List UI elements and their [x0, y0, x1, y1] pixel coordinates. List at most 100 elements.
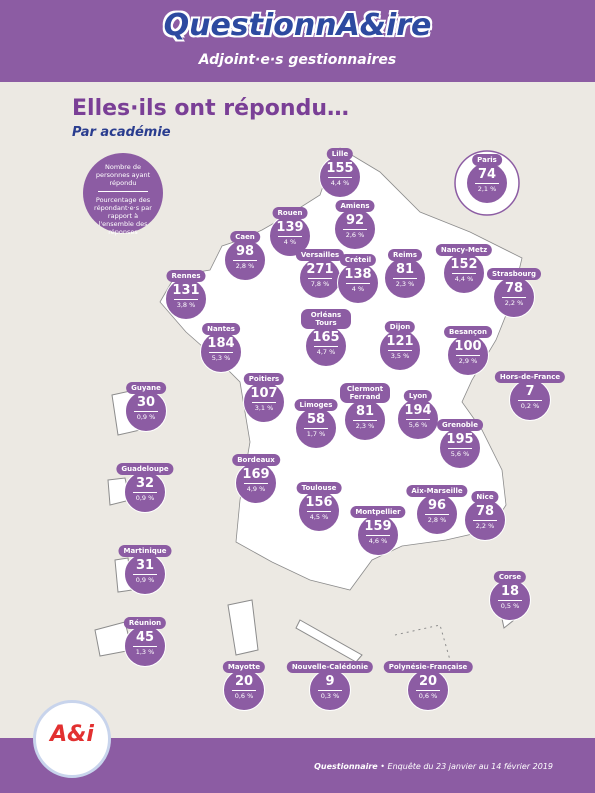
- separator: [353, 420, 377, 421]
- bubble: 45 1,3 %: [124, 625, 166, 667]
- share: 0,5 %: [500, 602, 520, 610]
- count: 30: [136, 395, 156, 410]
- separator: [328, 177, 352, 178]
- separator: [406, 419, 430, 420]
- academy-label: Guadeloupe: [116, 463, 174, 475]
- count: 131: [172, 283, 200, 298]
- separator: [244, 483, 268, 484]
- separator: [314, 346, 338, 347]
- count: 121: [386, 334, 414, 349]
- bubble: 165 4,7 %: [305, 325, 347, 367]
- count: 81: [355, 404, 375, 419]
- share: 7,8 %: [310, 280, 330, 288]
- count: 58: [306, 412, 326, 427]
- count: 194: [404, 403, 432, 418]
- academy-label: Clermont Ferrand: [340, 383, 390, 403]
- bubble: 100 2,9 %: [447, 334, 489, 376]
- count: 152: [450, 257, 478, 272]
- bubble: 78 2,2 %: [493, 276, 535, 318]
- bubble: 98 2,8 %: [224, 239, 266, 281]
- bubble: 20 0,6 %: [407, 669, 449, 711]
- share: 5,3 %: [211, 354, 231, 362]
- bubble: 169 4,9 %: [235, 462, 277, 504]
- share: 4,5 %: [309, 513, 329, 521]
- separator: [174, 299, 198, 300]
- academy-label: Rennes: [166, 270, 206, 282]
- separator: [366, 535, 390, 536]
- separator: [252, 402, 276, 403]
- count: 45: [135, 630, 155, 645]
- share: 4,6 %: [368, 537, 388, 545]
- logo: QuestionnA&ire: [163, 8, 432, 43]
- count: 107: [250, 386, 278, 401]
- separator: [473, 520, 497, 521]
- bubble: 78 2,2 %: [464, 499, 506, 541]
- nouvelle-caledonie: [295, 619, 363, 663]
- academy-label: Martinique: [118, 545, 172, 557]
- count: 74: [477, 167, 497, 182]
- academy-label: Grenoble: [437, 419, 483, 431]
- footer-source: Questionnaire: [314, 762, 378, 771]
- count: 31: [135, 558, 155, 573]
- separator: [318, 690, 342, 691]
- share: 5,6 %: [408, 421, 428, 429]
- bubble: 271 7,8 %: [299, 257, 341, 299]
- count: 81: [395, 262, 415, 277]
- academy-label: Mayotte: [222, 661, 266, 673]
- count: 20: [418, 674, 438, 689]
- share: 5,6 %: [450, 450, 470, 458]
- share: 2,1 %: [477, 185, 497, 193]
- bubble: 184 5,3 %: [200, 331, 242, 373]
- separator: [393, 278, 417, 279]
- separator: [343, 229, 367, 230]
- separator: [388, 350, 412, 351]
- share: 1,3 %: [135, 648, 155, 656]
- academy-label: Lyon: [403, 390, 433, 402]
- share: 2,8 %: [235, 262, 255, 270]
- separator: [498, 600, 522, 601]
- share: 4 %: [283, 238, 297, 246]
- share: 4,4 %: [330, 179, 350, 187]
- separator: [502, 297, 526, 298]
- count: 159: [364, 519, 392, 534]
- bubble: 131 3,8 %: [165, 278, 207, 320]
- academy-label: Strasbourg: [487, 268, 541, 280]
- bubble: 58 1,7 %: [295, 407, 337, 449]
- academy-label: Poitiers: [243, 373, 285, 385]
- mayotte: [227, 599, 259, 656]
- separator: [304, 428, 328, 429]
- academy-label: Nancy-Metz: [435, 244, 493, 256]
- count: 165: [312, 330, 340, 345]
- count: 138: [344, 267, 372, 282]
- share: 2,6 %: [345, 231, 365, 239]
- title: Elles·ils ont répondu…: [72, 96, 349, 121]
- count: 184: [207, 336, 235, 351]
- bubble: 107 3,1 %: [243, 381, 285, 423]
- share: 1,7 %: [306, 430, 326, 438]
- separator: [133, 492, 157, 493]
- academy-label: Limoges: [294, 399, 338, 411]
- academy-label: Versailles: [295, 249, 345, 261]
- share: 4,7 %: [316, 348, 336, 356]
- share: 0,3 %: [320, 692, 340, 700]
- count: 92: [345, 213, 365, 228]
- academy-label: Besançon: [444, 326, 492, 338]
- count: 155: [326, 161, 354, 176]
- academy-label: Nouvelle-Calédonie: [286, 661, 374, 673]
- academy-label: Créteil: [339, 254, 377, 266]
- academy-label: Corse: [493, 571, 527, 583]
- separator: [518, 400, 542, 401]
- share: 2,9 %: [458, 357, 478, 365]
- academy-label: Aix-Marseille: [406, 485, 468, 497]
- count: 139: [276, 220, 304, 235]
- count: 9: [325, 674, 335, 689]
- share: 0,9 %: [135, 494, 155, 502]
- count: 18: [500, 584, 520, 599]
- bubble: 92 2,6 %: [334, 208, 376, 250]
- bubble: 81 2,3 %: [344, 399, 386, 441]
- share: 0,9 %: [136, 413, 156, 421]
- bubble: 7 0,2 %: [509, 379, 551, 421]
- legend: Nombre de personnes ayant répondu Pource…: [83, 153, 163, 236]
- bubble: 74 2,1 %: [466, 162, 508, 204]
